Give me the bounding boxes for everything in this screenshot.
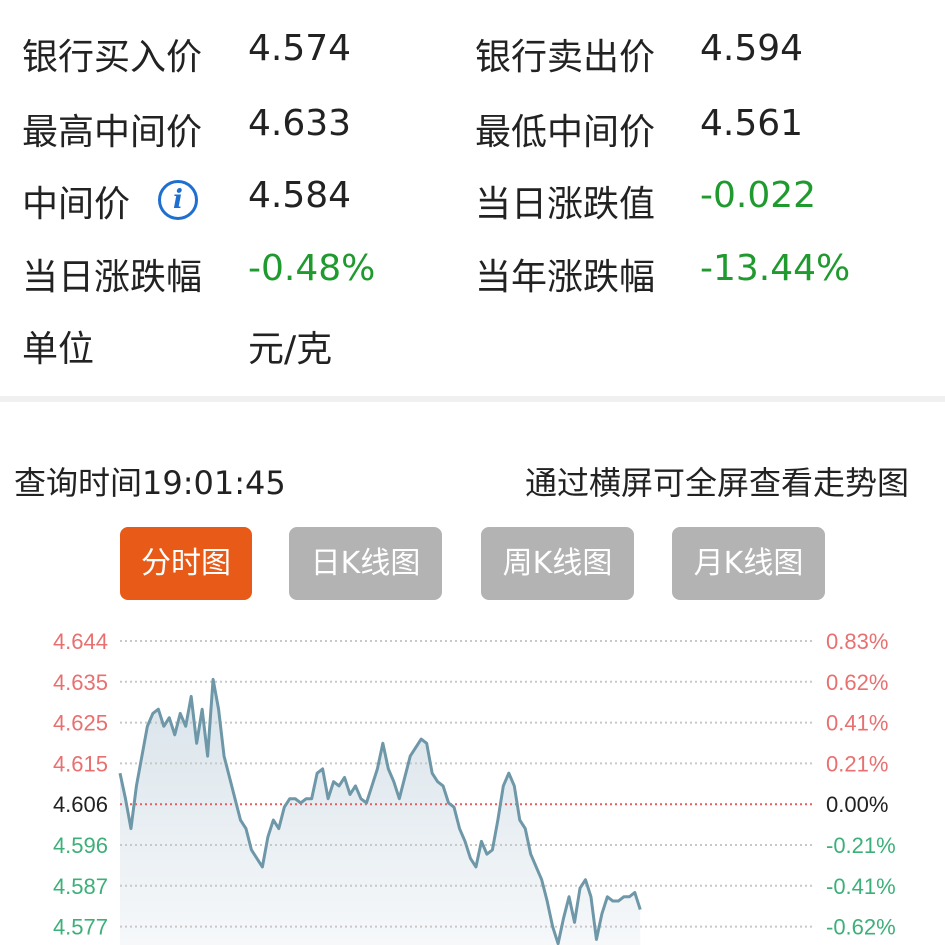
tab-daily-k[interactable]: 日K线图 <box>289 527 442 600</box>
quote-value: 4.633 <box>248 103 352 144</box>
right-tick-label: 0.00% <box>826 792 888 817</box>
quote-value: 4.574 <box>248 28 352 69</box>
right-tick-label: -0.41% <box>826 874 896 899</box>
quote-label: 最高中间价 <box>22 112 203 153</box>
landscape-hint: 通过横屏可全屏查看走势图 <box>524 464 909 502</box>
quote-value: -0.48% <box>248 248 376 289</box>
section-divider <box>0 396 945 402</box>
quote-label: 中间价 <box>22 184 131 225</box>
quote-label: 当年涨跌幅 <box>475 257 656 298</box>
quote-value: 元/克 <box>248 329 333 370</box>
intraday-chart: 4.644 0.83% 4.635 0.62% 4.625 0.41% 4.615 0.21%… <box>53 629 896 945</box>
tab-monthly-k[interactable]: 月K线图 <box>672 527 825 600</box>
left-tick-label: 4.635 <box>53 670 108 695</box>
right-tick-label: -0.21% <box>826 833 896 858</box>
quote-value: -13.44% <box>700 248 851 289</box>
right-tick-label: 0.83% <box>826 629 888 654</box>
quote-label: 当日涨跌幅 <box>22 257 203 298</box>
quote-label: 最低中间价 <box>475 112 656 153</box>
quote-value: 4.561 <box>700 103 804 144</box>
info-icon[interactable]: i <box>158 180 198 220</box>
left-tick-label: 4.644 <box>53 629 108 654</box>
quote-value: 4.584 <box>248 175 352 216</box>
left-tick-label: 4.587 <box>53 874 108 899</box>
right-tick-label: 0.62% <box>826 670 888 695</box>
chart-area-fill <box>120 679 641 945</box>
left-tick-label: 4.596 <box>53 833 108 858</box>
quote-label: 银行卖出价 <box>475 37 656 78</box>
right-tick-label: 0.41% <box>826 711 888 736</box>
left-tick-label: 4.606 <box>53 792 108 817</box>
left-tick-label: 4.577 <box>53 915 108 940</box>
price-line <box>118 677 642 945</box>
tab-intraday[interactable]: 分时图 <box>120 527 252 600</box>
right-tick-label: 0.21% <box>826 751 888 776</box>
quote-label: 单位 <box>22 329 95 370</box>
quote-label: 当日涨跌值 <box>475 184 656 225</box>
query-time: 查询时间19:01:45 <box>14 464 286 502</box>
quote-label: 银行买入价 <box>22 37 203 78</box>
tab-weekly-k[interactable]: 周K线图 <box>481 527 634 600</box>
right-tick-label: -0.62% <box>826 915 896 940</box>
quote-value: 4.594 <box>700 28 804 69</box>
quote-value: -0.022 <box>700 175 817 216</box>
left-tick-label: 4.625 <box>53 711 108 736</box>
left-tick-label: 4.615 <box>53 751 108 776</box>
